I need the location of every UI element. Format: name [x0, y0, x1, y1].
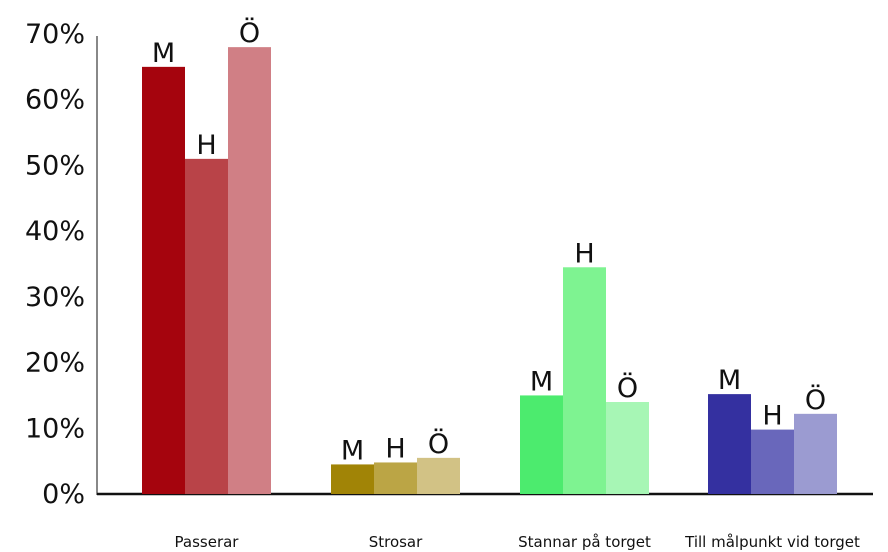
bar-passerar-0	[142, 66, 185, 494]
bar-passerar-2	[228, 47, 271, 495]
bar-till-målpunkt-vid-torget-2	[794, 413, 837, 494]
bar-strosar-0	[331, 464, 374, 494]
bar-till-målpunkt-vid-torget-0	[708, 394, 751, 494]
y-tick-label: 0%	[42, 479, 85, 510]
y-tick-label: 40%	[25, 216, 85, 247]
bar-strosar-2	[417, 457, 460, 494]
bar-data-label: Ö	[617, 372, 638, 404]
bar-data-label: M	[530, 366, 553, 397]
bar-data-label: M	[341, 435, 364, 466]
y-tick-label: 50%	[25, 150, 85, 181]
bar-data-label: H	[574, 238, 594, 269]
bar-stannar-på-torget-0	[520, 395, 563, 494]
bar-stannar-på-torget-1	[563, 267, 606, 494]
bar-strosar-1	[374, 462, 417, 494]
bar-data-label: M	[718, 365, 741, 396]
x-category-label: Passerar	[175, 533, 240, 551]
y-tick-label: 30%	[25, 282, 85, 313]
bar-stannar-på-torget-2	[606, 402, 649, 494]
bar-data-label: M	[152, 38, 175, 69]
bar-till-målpunkt-vid-torget-1	[751, 429, 794, 494]
x-category-label: Stannar på torget	[518, 533, 651, 551]
bar-data-label: Ö	[428, 428, 449, 460]
bar-data-label: Ö	[239, 17, 260, 49]
y-tick-label: 20%	[25, 348, 85, 379]
y-tick-label: 70%	[25, 19, 85, 50]
x-category-label: Strosar	[369, 533, 423, 551]
bar-data-label: H	[762, 401, 782, 432]
y-tick-label: 60%	[25, 85, 85, 116]
bar-data-label: Ö	[805, 384, 826, 416]
bar-data-label: H	[385, 433, 405, 464]
y-tick-label: 10%	[25, 413, 85, 444]
bar-passerar-1	[185, 158, 228, 494]
bar-data-label: H	[196, 130, 216, 161]
x-category-label: Till målpunkt vid torget	[684, 533, 860, 551]
